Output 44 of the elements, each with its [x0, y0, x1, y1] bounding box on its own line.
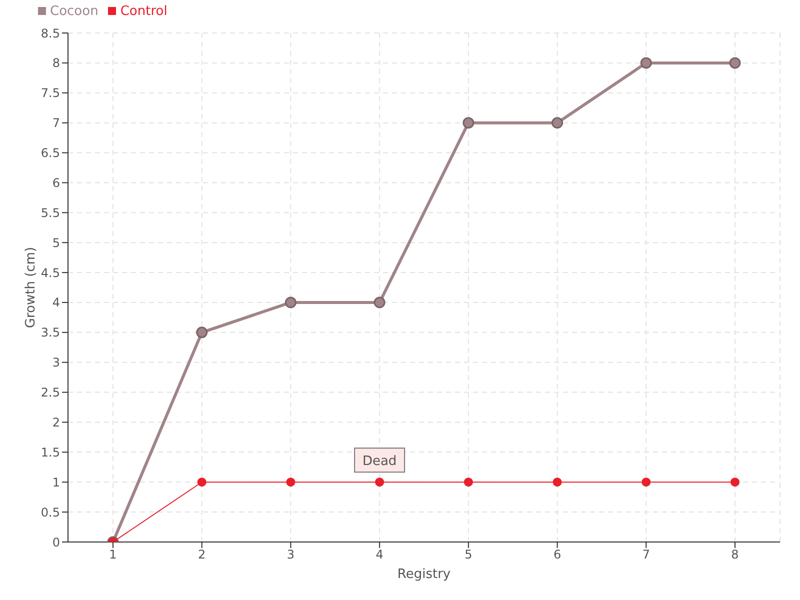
y-tick-label: 2 [52, 415, 60, 430]
y-tick-label: 1.5 [40, 445, 60, 460]
y-tick-label: 0.5 [40, 505, 60, 520]
point [642, 478, 651, 487]
point [462, 117, 474, 129]
y-tick-label: 1 [52, 475, 60, 490]
point [552, 117, 564, 129]
y-tick-label: 3.5 [40, 326, 60, 340]
x-tick-label: 5 [464, 548, 472, 562]
point [284, 296, 296, 308]
x-tick-label: 7 [642, 548, 650, 562]
y-tick-label: 4.5 [40, 266, 60, 280]
annotation: Dead [362, 454, 397, 470]
y-tick-label: 7 [52, 116, 60, 130]
x-tick-label: 4 [376, 548, 384, 562]
y-tick-label: 5.5 [40, 206, 60, 220]
y-tick-label: 2.5 [40, 386, 60, 400]
legend-label: Control [120, 4, 168, 19]
y-tick-label: 0 [52, 535, 60, 550]
legend-label: Cocoon [50, 4, 98, 19]
point [374, 296, 386, 308]
x-tick-label: 8 [731, 548, 739, 562]
y-tick-label: 8 [52, 56, 60, 70]
y-tick-label: 7.5 [40, 86, 60, 100]
point [730, 478, 740, 487]
x-tick-label: 1 [109, 548, 117, 562]
y-tick-label: 4 [52, 296, 60, 310]
point [286, 478, 296, 487]
y-tick-label: 5 [52, 236, 60, 250]
x-axis-title: Registry [397, 567, 451, 582]
x-tick-label: 6 [553, 548, 562, 562]
point [640, 57, 652, 69]
y-tick-label: 6 [52, 176, 60, 190]
point [729, 57, 741, 69]
point [197, 478, 206, 487]
y-axis-title: Growth (cm) [24, 246, 39, 328]
x-tick-label: 2 [198, 548, 206, 562]
y-tick-label: 6.5 [40, 146, 60, 160]
y-tick-label: 8.5 [40, 26, 60, 40]
x-tick-label: 3 [286, 548, 295, 562]
point [196, 326, 208, 338]
y-tick-label: 3 [52, 356, 60, 370]
point [464, 478, 473, 487]
point [552, 478, 562, 487]
